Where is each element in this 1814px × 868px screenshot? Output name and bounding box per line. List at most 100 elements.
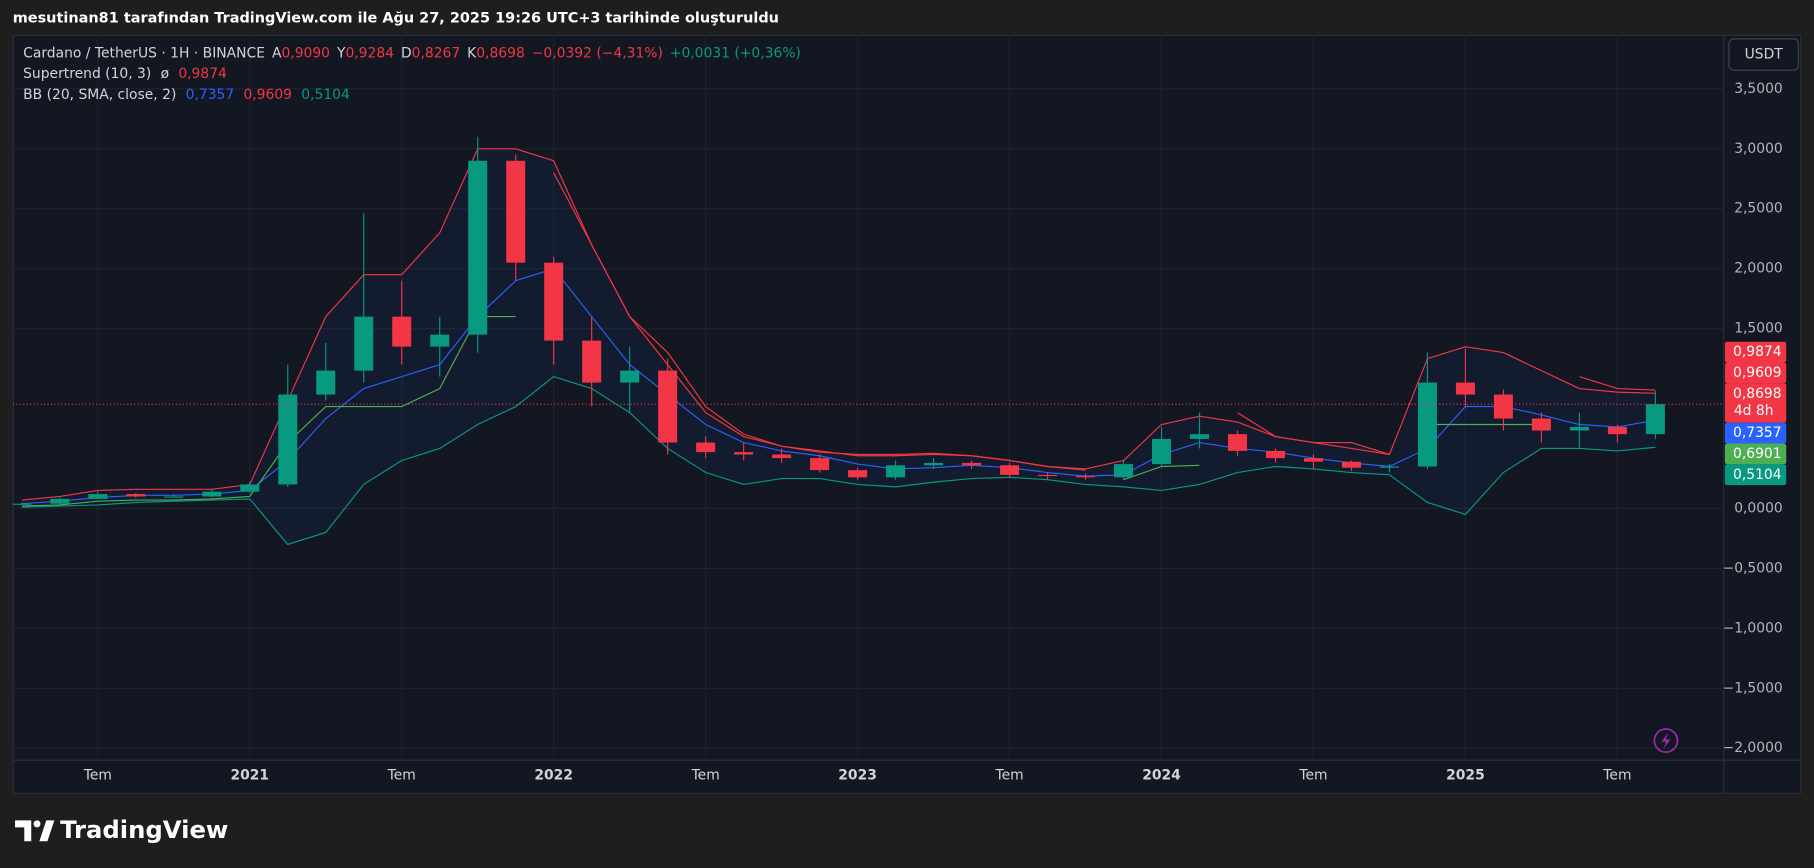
price-badge-label: 0,7357 [1733, 425, 1782, 441]
y-tick-label: −2,0000 [1723, 740, 1783, 756]
candle-body [430, 334, 450, 347]
legend-change: −0,0392 (−4,31%) [532, 45, 663, 61]
indicator-name: Supertrend (10, 3) [23, 66, 151, 82]
x-tick-label: 2025 [1446, 767, 1485, 783]
header: mesutinan81 tarafından TradingView.com i… [13, 11, 779, 27]
y-tick-label: −1,0000 [1723, 620, 1783, 636]
legend-ohlc-key: A [272, 45, 282, 61]
price-badge-label: 0,8698 [1733, 386, 1782, 402]
candle-body [126, 494, 146, 497]
y-tick-label: 2,5000 [1734, 201, 1783, 217]
candle-body [278, 394, 298, 485]
x-tick-label: Tem [1298, 767, 1327, 783]
candle-body [810, 458, 830, 471]
candle-body [468, 160, 488, 335]
legend-ohlc-value: 0,8267 [412, 45, 461, 61]
candle-body [1531, 418, 1551, 431]
candle-body [1303, 458, 1323, 462]
indicator-value: 0,9874 [178, 66, 227, 82]
indicator-value: 0,5104 [301, 87, 350, 103]
candle-body [1417, 382, 1437, 467]
price-badge-label: 0,9874 [1733, 344, 1782, 360]
candle-body [1379, 466, 1399, 468]
price-badge [1724, 341, 1787, 363]
candle-body [202, 491, 222, 497]
indicator-value: 0,9609 [243, 87, 292, 103]
indicator-value: 0,7357 [186, 87, 235, 103]
candle-body [962, 462, 982, 466]
candle-body [734, 452, 754, 455]
candle-body [1607, 426, 1627, 435]
logo-dot [33, 820, 41, 828]
candle-body [50, 498, 70, 504]
y-tick-label: −1,5000 [1723, 680, 1783, 696]
candle-body [392, 316, 412, 347]
y-tick-label: −0,5000 [1723, 560, 1783, 576]
band-fill [21, 148, 1656, 545]
candle-body [848, 470, 868, 478]
candle-body [354, 316, 374, 371]
price-badge [1724, 443, 1787, 465]
supertrend-up-line [21, 315, 1542, 507]
alert-icon[interactable] [1653, 728, 1679, 754]
x-tick-label: 2023 [838, 767, 877, 783]
legend: Cardano / TetherUS · 1H · BINANCE A0,9090… [23, 45, 801, 103]
candle-body [772, 454, 792, 459]
x-tick-label: Tem [994, 767, 1023, 783]
candle-body [1228, 434, 1247, 451]
indicator-line: BB (20, SMA, close, 2) 0,7357 0,9609 0,5104 [23, 87, 350, 103]
x-tick-label: 2021 [230, 767, 269, 783]
price-badge-countdown: 4d 8h [1734, 403, 1774, 419]
indicator-line: Supertrend (10, 3) ø 0,9874 [23, 66, 227, 82]
x-tick-label: Tem [691, 767, 720, 783]
price-badge-label: 0,5104 [1733, 467, 1782, 483]
y-tick-label: 2,0000 [1734, 261, 1783, 277]
bb-lower-line [21, 375, 1656, 546]
y-tick-label: 3,0000 [1734, 141, 1783, 157]
legend-extra: +0,0031 (+0,36%) [670, 45, 801, 61]
candle-body [164, 496, 184, 498]
legend-symbol: Cardano / TetherUS · 1H · BINANCE [23, 45, 265, 61]
grid [12, 34, 1724, 761]
legend-ohlc-value: 0,8698 [476, 45, 525, 61]
y-tick-label: 0,0000 [1734, 500, 1783, 516]
currency-label[interactable]: USDT [1745, 47, 1784, 63]
brand: TradingView [60, 815, 228, 844]
candle-body [658, 370, 678, 443]
candle-body [620, 370, 640, 383]
candle-body [1114, 464, 1134, 478]
price-badge [1724, 464, 1787, 486]
candle-body [1341, 461, 1361, 468]
candle-body [240, 484, 260, 492]
price-badge-label: 0,9609 [1733, 365, 1782, 381]
candle-body [316, 370, 336, 395]
candle-body [1152, 438, 1172, 465]
candle-body [696, 442, 716, 453]
candle-body [506, 160, 526, 263]
candle-body [1000, 465, 1020, 475]
candle-body [1569, 426, 1589, 431]
candle-body [1493, 394, 1513, 419]
indicator-name: BB (20, SMA, close, 2) [23, 87, 176, 103]
axes: 3,5000 3,0000 2,5000 2,0000 1,5000 0,0000 −0,5… [12, 34, 1801, 793]
candle-body [1190, 434, 1210, 439]
logo-mark [39, 820, 55, 842]
x-tick-label: Tem [83, 767, 112, 783]
supertrend-down-line [553, 172, 1656, 471]
plot [12, 136, 1724, 546]
legend-ohlc-key: K [467, 45, 477, 61]
candle-body [1455, 382, 1475, 395]
x-tick-label: Tem [1602, 767, 1631, 783]
price-badge [1724, 383, 1787, 423]
candle-body [544, 262, 564, 341]
candle-body [88, 494, 108, 499]
candle-body [1076, 476, 1096, 478]
indicator-icon: ø [161, 66, 170, 82]
candle-body [1038, 474, 1058, 477]
legend-ohlc-key: Y [336, 45, 346, 61]
currency-button[interactable] [1728, 38, 1799, 71]
legend-ohlc-key: D [401, 45, 412, 61]
x-tick-label: 2024 [1142, 767, 1181, 783]
